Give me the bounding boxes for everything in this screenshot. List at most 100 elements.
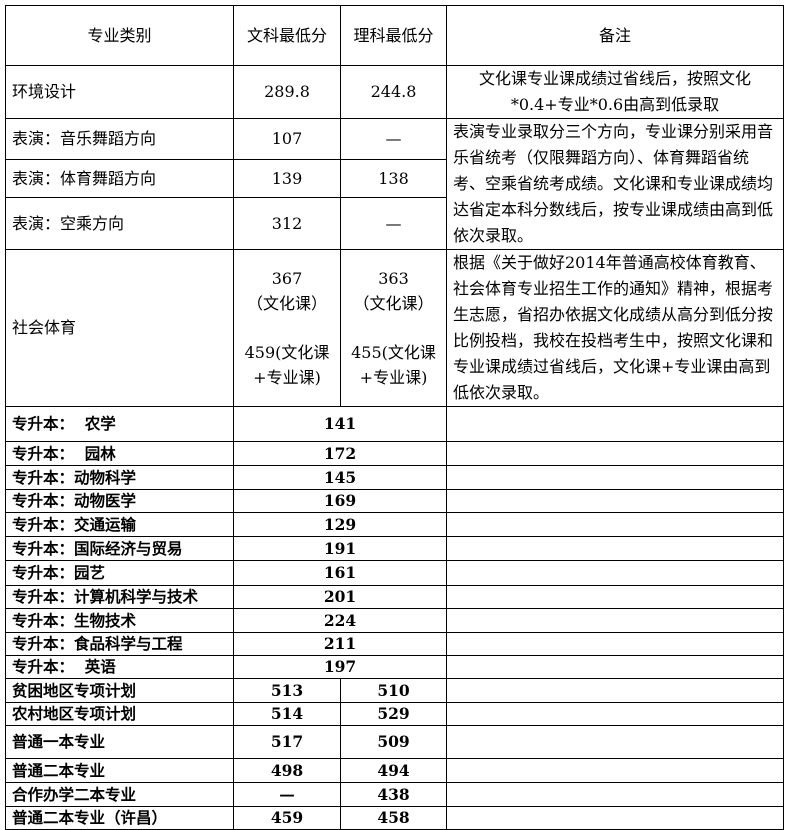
note-cell <box>446 632 784 656</box>
table-row: 专升本：生物技术 224 <box>5 608 784 633</box>
category-cell: 表演：音乐舞蹈方向 <box>5 117 234 161</box>
note-cell <box>446 608 784 633</box>
category-cell: 社会体育 <box>5 249 234 407</box>
score-cell: 145 <box>233 465 447 490</box>
category-cell: 表演：体育舞蹈方向 <box>5 159 234 199</box>
arts-score: 312 <box>233 197 341 250</box>
table-row: 合作办学二本专业 — 438 <box>5 782 784 807</box>
table-row: 普通一本专业 517 509 <box>5 725 784 759</box>
arts-score: 139 <box>233 159 341 199</box>
arts-score: 459 <box>233 806 341 830</box>
category-cell: 普通二本专业 <box>5 758 234 783</box>
category-cell: 专升本： 英语 <box>5 655 234 679</box>
admission-scores-table: 专业类别 文科最低分 理科最低分 备注 环境设计 289.8 244.8 文化课… <box>5 5 784 830</box>
arts-culture-label: （文化课） <box>246 294 327 313</box>
category-cell: 合作办学二本专业 <box>5 782 234 807</box>
header-row: 专业类别 文科最低分 理科最低分 备注 <box>5 5 784 66</box>
note-cell <box>446 585 784 609</box>
category-cell: 专升本：动物医学 <box>5 489 234 513</box>
science-score: — <box>340 197 447 250</box>
note-cell <box>446 725 784 759</box>
header-science-min: 理科最低分 <box>340 5 447 66</box>
table-row: 表演：空乘方向 312 — <box>5 197 784 250</box>
science-score: 363 （文化课） 455(文化课+专业课) <box>340 249 447 407</box>
table-row: 专升本：交通运输 129 <box>5 512 784 537</box>
category-cell: 农村地区专项计划 <box>5 702 234 726</box>
score-cell: 141 <box>233 406 447 442</box>
science-culture-label: （文化课） <box>353 294 434 313</box>
table-row: 表演：体育舞蹈方向 139 138 <box>5 159 784 199</box>
note-cell <box>446 406 784 442</box>
science-score: — <box>340 117 447 161</box>
note-cell <box>446 655 784 679</box>
note-cell <box>446 441 784 466</box>
table-row: 专升本： 园林 172 <box>5 441 784 466</box>
score-cell: 201 <box>233 585 447 609</box>
category-cell: 专升本： 农学 <box>5 406 234 442</box>
table-row: 专升本：动物科学 145 <box>5 465 784 490</box>
score-cell: 191 <box>233 536 447 561</box>
table-row: 专升本： 英语 197 <box>5 655 784 679</box>
note-cell <box>446 489 784 513</box>
table-row: 专升本：计算机科学与技术 201 <box>5 585 784 609</box>
score-cell: 169 <box>233 489 447 513</box>
science-score: 438 <box>340 782 447 807</box>
note-cell <box>446 678 784 703</box>
table-row: 表演：音乐舞蹈方向 107 — 表演专业录取分三个方向，专业课分别采用音乐省统考… <box>5 117 784 250</box>
table-row: 环境设计 289.8 244.8 文化课专业课成绩过省线后，按照文化*0.4+专… <box>5 65 784 119</box>
science-score: 529 <box>340 702 447 726</box>
arts-score: 513 <box>233 678 341 703</box>
header-arts-min: 文科最低分 <box>233 5 341 66</box>
table-row: 专升本：国际经济与贸易 191 <box>5 536 784 561</box>
category-cell: 普通二本专业（许昌） <box>5 806 234 830</box>
note-cell <box>446 702 784 726</box>
note-cell <box>446 758 784 783</box>
score-cell: 211 <box>233 632 447 656</box>
category-cell: 专升本：计算机科学与技术 <box>5 585 234 609</box>
arts-score: — <box>233 782 341 807</box>
science-score: 509 <box>340 725 447 759</box>
score-cell: 172 <box>233 441 447 466</box>
note-cell <box>446 536 784 561</box>
table-row: 贫困地区专项计划 513 510 <box>5 678 784 703</box>
arts-culture-score: 367 <box>271 269 303 288</box>
score-cell: 224 <box>233 608 447 633</box>
category-cell: 普通一本专业 <box>5 725 234 759</box>
science-score: 244.8 <box>340 65 447 119</box>
category-cell: 专升本： 园林 <box>5 441 234 466</box>
note-cell <box>446 782 784 807</box>
table-row: 社会体育 367 （文化课） 459(文化课+专业课) 363 （文化课） 45… <box>5 249 784 407</box>
category-cell: 环境设计 <box>5 65 234 119</box>
science-score: 510 <box>340 678 447 703</box>
note-cell: 文化课专业课成绩过省线后，按照文化*0.4+专业*0.6由高到低录取 <box>446 65 784 119</box>
performance-note: 表演专业录取分三个方向，专业课分别采用音乐省统考（仅限舞蹈方向）、体育舞蹈省统考… <box>446 118 784 250</box>
table-row: 专升本： 农学 141 <box>5 406 784 442</box>
category-cell: 专升本：食品科学与工程 <box>5 632 234 656</box>
table-row: 专升本：动物医学 169 <box>5 489 784 513</box>
score-cell: 129 <box>233 512 447 537</box>
note-cell <box>446 465 784 490</box>
table-row: 普通二本专业 498 494 <box>5 758 784 783</box>
table-row: 普通二本专业（许昌） 459 458 <box>5 806 784 830</box>
score-cell: 161 <box>233 560 447 586</box>
category-cell: 表演：空乘方向 <box>5 197 234 250</box>
category-cell: 专升本：生物技术 <box>5 608 234 633</box>
note-cell: 根据《关于做好2014年普通高校体育教育、社会体育专业招生工作的通知》精神，根据… <box>446 249 784 407</box>
science-culture-score: 363 <box>378 269 409 288</box>
category-cell: 专升本：国际经济与贸易 <box>5 536 234 561</box>
note-cell <box>446 560 784 586</box>
category-cell: 专升本：园艺 <box>5 560 234 586</box>
science-total-score: 455(文化课+专业课) <box>351 343 436 387</box>
note-cell <box>446 806 784 830</box>
science-score: 494 <box>340 758 447 783</box>
table-row: 农村地区专项计划 514 529 <box>5 702 784 726</box>
category-cell: 专升本：交通运输 <box>5 512 234 537</box>
score-cell: 197 <box>233 655 447 679</box>
arts-score: 289.8 <box>233 65 341 119</box>
table-row: 专升本：食品科学与工程 211 <box>5 632 784 656</box>
header-notes: 备注 <box>446 5 784 66</box>
arts-score: 498 <box>233 758 341 783</box>
header-category: 专业类别 <box>5 5 234 66</box>
science-score: 458 <box>340 806 447 830</box>
category-cell: 贫困地区专项计划 <box>5 678 234 703</box>
